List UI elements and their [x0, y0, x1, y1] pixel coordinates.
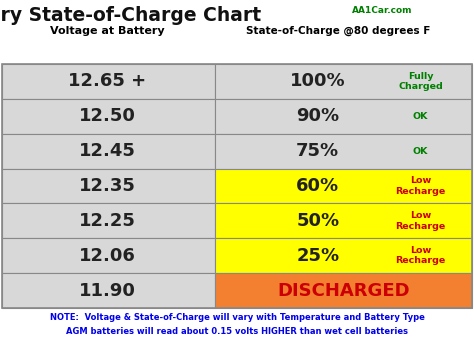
Bar: [2, 169, 215, 203]
Bar: [2, 134, 215, 169]
Text: Low
Recharge: Low Recharge: [395, 176, 446, 196]
Text: AGM batteries will read about 0.15 volts HIGHER than wet cell batteries: AGM batteries will read about 0.15 volts…: [66, 327, 408, 336]
Text: 100%: 100%: [290, 73, 346, 90]
Text: 75%: 75%: [296, 142, 339, 160]
Text: OK: OK: [413, 112, 428, 121]
Bar: [2, 64, 472, 308]
Text: Low
Recharge: Low Recharge: [395, 246, 446, 266]
Text: 50%: 50%: [296, 212, 339, 230]
Text: DISCHARGED: DISCHARGED: [277, 282, 410, 300]
Text: Fully
Charged: Fully Charged: [398, 72, 443, 91]
Text: NOTE:  Voltage & State-of-Charge will vary with Temperature and Battery Type: NOTE: Voltage & State-of-Charge will var…: [50, 313, 424, 322]
Bar: [215, 99, 472, 134]
Text: 12.45: 12.45: [79, 142, 136, 160]
Bar: [2, 203, 215, 238]
Text: 12.50: 12.50: [79, 107, 136, 125]
Bar: [215, 64, 472, 99]
Bar: [215, 203, 472, 238]
Bar: [215, 273, 472, 308]
Bar: [2, 238, 215, 273]
Text: 25%: 25%: [296, 247, 339, 265]
Text: 12.65 +: 12.65 +: [68, 73, 146, 90]
Bar: [2, 99, 215, 134]
Text: 12.06: 12.06: [79, 247, 136, 265]
Text: OK: OK: [413, 147, 428, 155]
Bar: [215, 134, 472, 169]
Bar: [215, 169, 472, 203]
Text: Battery State-of-Charge Chart: Battery State-of-Charge Chart: [0, 6, 262, 25]
Bar: [2, 64, 215, 99]
Text: 90%: 90%: [296, 107, 339, 125]
Text: 12.35: 12.35: [79, 177, 136, 195]
Text: 12.25: 12.25: [79, 212, 136, 230]
Text: 60%: 60%: [296, 177, 339, 195]
Text: AA1Car.com: AA1Car.com: [352, 6, 412, 15]
Text: State-of-Charge @80 degrees F: State-of-Charge @80 degrees F: [246, 26, 430, 36]
Text: 11.90: 11.90: [79, 282, 136, 300]
Bar: [2, 273, 215, 308]
Text: Low
Recharge: Low Recharge: [395, 211, 446, 230]
Text: Voltage at Battery: Voltage at Battery: [50, 26, 165, 36]
Bar: [215, 238, 472, 273]
